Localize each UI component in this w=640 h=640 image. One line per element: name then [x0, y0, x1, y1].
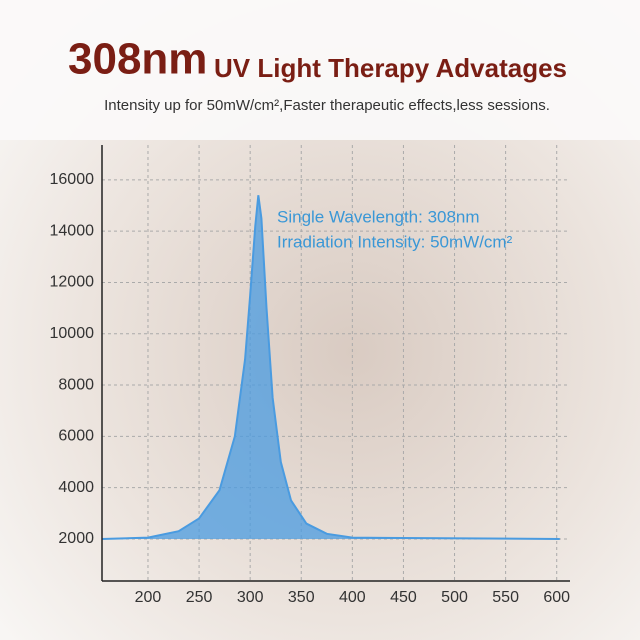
x-tick-label: 550 — [492, 589, 519, 606]
y-tick-label: 8000 — [58, 376, 94, 393]
x-tick-label: 200 — [135, 589, 162, 606]
y-tick-label: 4000 — [58, 479, 94, 496]
annotation: Irradiation Intensity: 50mW/cm² — [277, 232, 513, 251]
x-tick-label: 450 — [390, 589, 417, 606]
area-line — [101, 195, 560, 540]
y-tick-label: 10000 — [50, 325, 95, 342]
y-tick-label: 14000 — [50, 222, 95, 239]
x-tick-label: 300 — [237, 589, 264, 606]
y-tick-label: 12000 — [50, 274, 95, 291]
x-tick-label: 500 — [441, 589, 468, 606]
x-tick-label: 600 — [543, 589, 570, 606]
x-tick-label: 400 — [339, 589, 366, 606]
x-tick-label: 350 — [288, 589, 315, 606]
y-tick-label: 6000 — [58, 428, 94, 445]
y-tick-label: 2000 — [58, 530, 94, 547]
title: 308nm — [68, 35, 207, 84]
subtitle: Intensity up for 50mW/cm²,Faster therape… — [104, 97, 550, 114]
annotation: Single Wavelength: 308nm — [277, 207, 480, 226]
x-tick-label: 250 — [186, 589, 213, 606]
plot: 2000 4000 6000 8000 10000 12000 14000 16000 200 2… — [50, 145, 570, 606]
title-suffix: UV Light Therapy Advatages — [214, 53, 567, 83]
header-band — [0, 0, 640, 140]
y-tick-label: 16000 — [50, 171, 95, 188]
